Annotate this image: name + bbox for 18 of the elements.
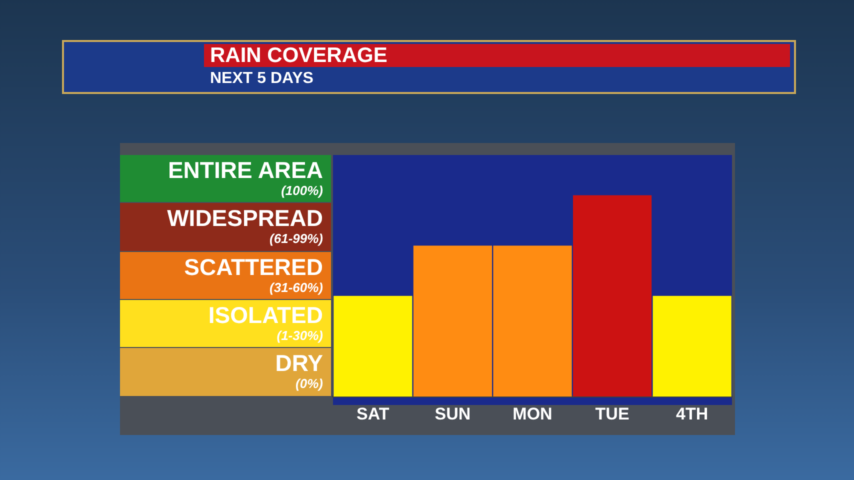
text: WIDESPREAD [166, 204, 323, 232]
text: (100%) [280, 183, 323, 199]
text: (31-60%) [268, 280, 323, 296]
header-banner: RAIN COVERAGE NEXT 5 DAYS [62, 40, 796, 94]
text: ISOLATED [207, 300, 323, 328]
x-tick-label: 4TH [676, 404, 708, 424]
text: (1-30%) [276, 328, 323, 344]
chart-subtitle: NEXT 5 DAYS [209, 69, 314, 89]
chart-title: RAIN COVERAGE [204, 44, 790, 67]
text: DRY [274, 349, 323, 376]
text: ENTIRE AREA [166, 156, 323, 183]
text: SCATTERED [183, 252, 323, 280]
text: (0%) [294, 376, 323, 392]
text: (61-99%) [268, 231, 323, 248]
x-tick-label: TUE [595, 404, 630, 424]
x-tick-label: MON [512, 404, 552, 424]
x-tick-label: SAT [356, 404, 390, 424]
x-tick-label: SUN [434, 404, 471, 424]
